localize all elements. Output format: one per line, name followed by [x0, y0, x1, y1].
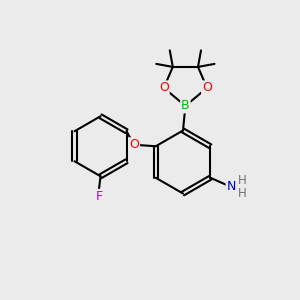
Text: O: O [159, 81, 169, 94]
Text: H: H [238, 174, 247, 187]
Text: N: N [226, 180, 236, 193]
Text: B: B [181, 99, 190, 112]
Text: O: O [129, 138, 139, 151]
Text: O: O [202, 81, 212, 94]
Text: H: H [238, 187, 247, 200]
Text: F: F [95, 190, 103, 203]
